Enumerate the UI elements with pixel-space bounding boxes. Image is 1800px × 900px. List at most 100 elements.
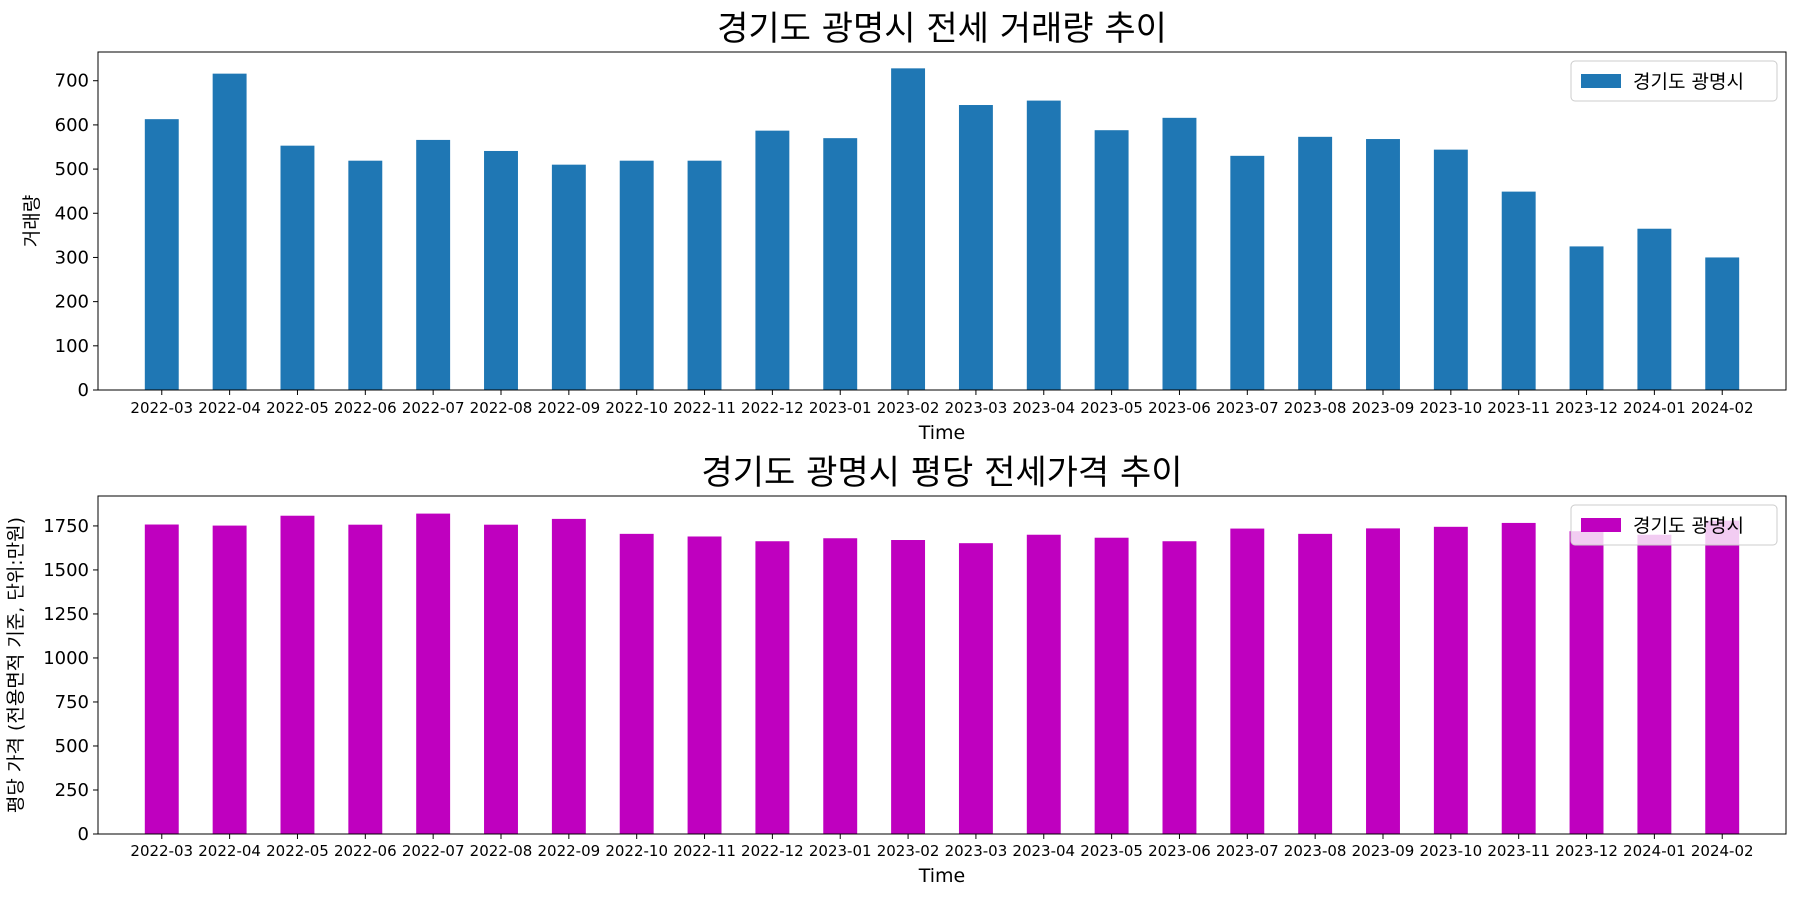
bar-2022-04 (212, 73, 247, 391)
x-tick-label: 2023-09 (1352, 842, 1415, 860)
y-tick-label: 400 (55, 203, 89, 224)
x-tick-label: 2022-09 (538, 399, 601, 417)
chart-title: 경기도 광명시 평당 전세가격 추이 (701, 453, 1182, 493)
bar-2022-11 (687, 160, 722, 390)
x-tick-label: 2023-03 (945, 842, 1008, 860)
y-tick-label: 500 (55, 159, 89, 180)
chart-title: 경기도 광명시 전세 거래량 추이 (717, 9, 1167, 49)
x-tick-label: 2022-08 (470, 399, 533, 417)
bar-2022-12 (755, 130, 790, 390)
x-tick-label: 2022-09 (538, 842, 601, 860)
bar-2023-01 (823, 538, 858, 834)
x-tick-label: 2022-12 (741, 399, 804, 417)
x-axis: 2022-03 2022-04 2022-05 2022-06 2022-07 2022-… (130, 390, 1754, 417)
x-tick-label: 2022-07 (402, 399, 465, 417)
x-tick-label: 2023-06 (1148, 842, 1211, 860)
x-tick-label: 2023-11 (1487, 399, 1550, 417)
x-tick-label: 2023-11 (1487, 842, 1550, 860)
bar-2023-10 (1433, 149, 1468, 390)
bar-2022-09 (551, 164, 586, 390)
bar-2024-01 (1637, 534, 1672, 834)
x-tick-label: 2023-04 (1012, 842, 1075, 860)
bar-2022-10 (619, 533, 654, 834)
bar-2023-07 (1230, 528, 1265, 834)
bar-2023-04 (1026, 534, 1061, 834)
x-tick-label: 2022-05 (266, 842, 329, 860)
legend: 경기도 광명시 (1570, 504, 1778, 546)
legend-label: 경기도 광명시 (1633, 71, 1744, 93)
x-tick-label: 2022-03 (130, 399, 193, 417)
bar-2024-02 (1705, 257, 1740, 390)
bar-2024-01 (1637, 228, 1672, 390)
bar-2022-11 (687, 536, 722, 834)
x-tick-label: 2023-02 (877, 399, 940, 417)
x-tick-label: 2022-10 (605, 842, 668, 860)
bar-2023-10 (1433, 526, 1468, 834)
x-tick-label: 2024-01 (1623, 842, 1686, 860)
y-tick-label: 700 (55, 71, 89, 92)
bar-2022-07 (416, 513, 451, 834)
bar-2022-08 (484, 150, 518, 390)
x-tick-label: 2023-04 (1012, 399, 1075, 417)
x-tick-label: 2023-02 (877, 842, 940, 860)
x-tick-label: 2023-12 (1555, 842, 1618, 860)
x-axis: 2022-03 2022-04 2022-05 2022-06 2022-07 2022-… (130, 834, 1754, 860)
x-tick-label: 2022-12 (741, 842, 804, 860)
y-tick-label: 750 (55, 692, 89, 713)
x-tick-label: 2024-01 (1623, 399, 1686, 417)
x-tick-label: 2023-07 (1216, 399, 1279, 417)
x-axis-label: Time (918, 865, 966, 887)
bar-2022-09 (551, 518, 586, 834)
x-tick-label: 2023-05 (1080, 399, 1143, 417)
bar-2023-02 (891, 68, 926, 390)
x-tick-label: 2023-06 (1148, 399, 1211, 417)
bar-2023-08 (1298, 533, 1333, 834)
bar-2022-10 (619, 160, 654, 390)
bar-2024-02 (1705, 520, 1740, 834)
y-axis-label: 평당 가격 (전용면적 기준, 단위:만원) (5, 517, 27, 813)
y-tick-label: 0 (78, 824, 89, 845)
bar-2022-04 (212, 525, 247, 834)
x-tick-label: 2024-02 (1691, 842, 1754, 860)
x-tick-label: 2023-08 (1284, 842, 1347, 860)
bar-2023-04 (1026, 100, 1061, 390)
y-tick-label: 1750 (43, 516, 89, 537)
y-tick-label: 500 (55, 736, 89, 757)
plot-frame (97, 495, 1787, 835)
bar-2023-09 (1366, 528, 1400, 834)
x-tick-label: 2022-08 (470, 842, 533, 860)
x-tick-label: 2022-11 (673, 842, 736, 860)
x-tick-label: 2023-07 (1216, 842, 1279, 860)
y-tick-label: 1500 (43, 560, 89, 581)
y-tick-label: 0 (78, 380, 89, 401)
bar-2023-02 (891, 540, 926, 834)
legend-box (1570, 504, 1778, 546)
bar-2023-11 (1501, 191, 1536, 390)
y-axis-label: 거래량 (21, 195, 43, 247)
legend-box (1570, 60, 1778, 102)
legend: 경기도 광명시 (1570, 60, 1778, 102)
bar-2022-03 (144, 524, 179, 834)
x-tick-label: 2023-08 (1284, 399, 1347, 417)
bar-2023-01 (823, 138, 858, 390)
bar-2023-05 (1094, 130, 1129, 390)
legend-label: 경기도 광명시 (1633, 515, 1744, 537)
x-tick-label: 2024-02 (1691, 399, 1754, 417)
chart-transaction-volume: 2022-03 2022-04 2022-05 2022-06 2022-07 2022-… (21, 9, 1787, 444)
bar-2022-07 (416, 139, 451, 390)
bar-2023-12 (1569, 531, 1604, 834)
x-tick-label: 2022-06 (334, 399, 397, 417)
bar-2022-05 (280, 145, 315, 390)
x-tick-label: 2023-01 (809, 399, 872, 417)
x-tick-label: 2023-10 (1419, 399, 1482, 417)
x-tick-label: 2022-04 (198, 842, 261, 860)
bar-2023-03 (958, 543, 993, 834)
bar-2023-12 (1569, 246, 1604, 390)
x-tick-label: 2022-10 (605, 399, 668, 417)
y-tick-label: 250 (55, 780, 89, 801)
y-axis: 0 100 200 300 400 500 600 700 (55, 71, 98, 401)
x-tick-label: 2023-05 (1080, 842, 1143, 860)
x-axis-label: Time (918, 422, 966, 444)
x-tick-label: 2022-04 (198, 399, 261, 417)
